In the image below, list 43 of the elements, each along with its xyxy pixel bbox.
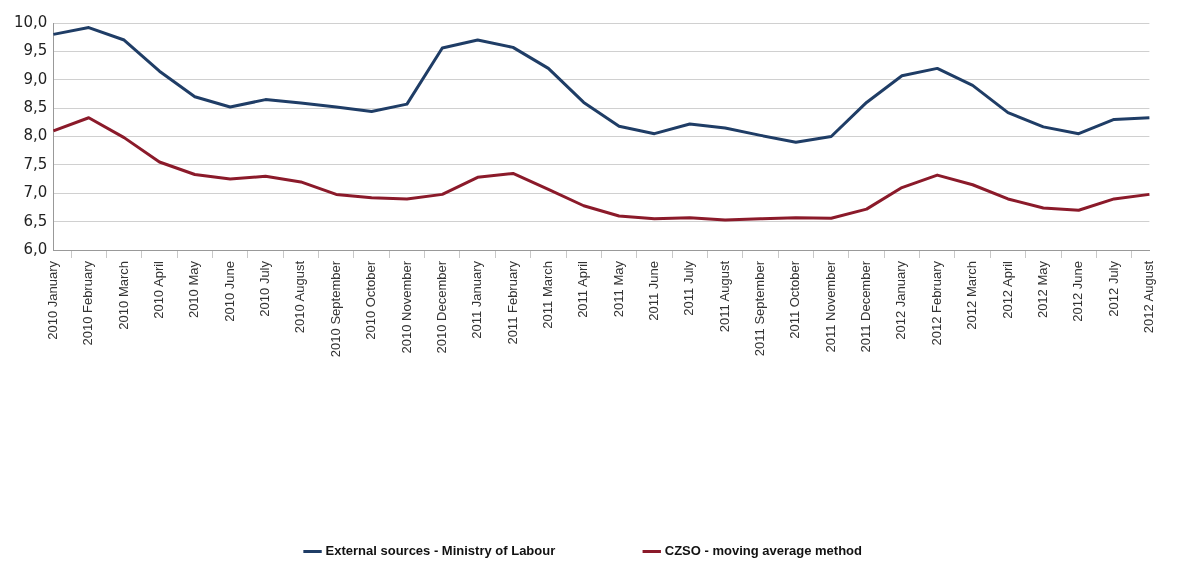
x-tick-label: 2010 September: [327, 260, 343, 358]
y-tick-label: 9,0: [23, 69, 48, 88]
x-tick-label: 2010 February: [80, 260, 96, 346]
x-tick-label: 2011 January: [469, 260, 485, 339]
x-tick-label: 2012 July: [1105, 260, 1121, 317]
x-tick-label: 2011 May: [610, 260, 626, 318]
x-tick-label: 2012 April: [999, 260, 1015, 319]
y-tick-label: 9,5: [23, 41, 48, 60]
x-tick-label: 2010 May: [186, 260, 202, 319]
x-tick-label: 2011 September: [752, 260, 768, 357]
x-tick-label: 2012 June: [1070, 261, 1086, 322]
x-tick-label: 2010 December: [433, 260, 449, 354]
x-tick-label: 2010 March: [115, 261, 131, 330]
x-tick-label: 2011 June: [646, 261, 662, 321]
x-tick-label: 2010 August: [292, 260, 308, 334]
x-tick-label: 2010 June: [221, 261, 237, 322]
x-tick-label: 2011 October: [787, 260, 803, 339]
legend-label: External sources - Ministry of Labour: [325, 543, 556, 559]
y-tick-label: 7,5: [23, 154, 48, 173]
x-tick-label: 2011 February: [504, 260, 520, 345]
y-tick-label: 10,0: [13, 12, 48, 31]
x-tick-label: 2012 May: [1034, 260, 1050, 319]
x-tick-label: 2012 March: [964, 261, 980, 330]
x-tick-label: 2011 August: [716, 260, 732, 333]
x-tick-label: 2010 April: [151, 260, 167, 319]
x-tick-label: 2011 July: [681, 260, 697, 316]
y-tick-label: 8,0: [23, 126, 48, 145]
x-tick-label: 2011 April: [575, 260, 591, 318]
x-tick-label: 2010 July: [257, 260, 273, 317]
x-tick-label: 2011 November: [822, 260, 838, 353]
y-tick-label: 6,5: [23, 211, 48, 230]
x-tick-label: 2010 November: [398, 260, 414, 354]
x-tick-label: 2010 October: [363, 260, 379, 340]
legend-label: CZSO - moving average method: [664, 543, 863, 559]
x-tick-label: 2010 January: [44, 260, 60, 340]
x-tick-label: 2011 December: [858, 260, 874, 353]
x-tick-label: 2011 March: [539, 261, 555, 329]
x-tick-label: 2012 February: [928, 260, 944, 346]
y-tick-label: 7,0: [23, 183, 48, 202]
y-tick-label: 6,0: [23, 239, 48, 258]
x-tick-label: 2012 January: [893, 260, 909, 340]
x-tick-label: 2012 August: [1140, 260, 1156, 334]
y-tick-label: 8,5: [23, 98, 48, 117]
